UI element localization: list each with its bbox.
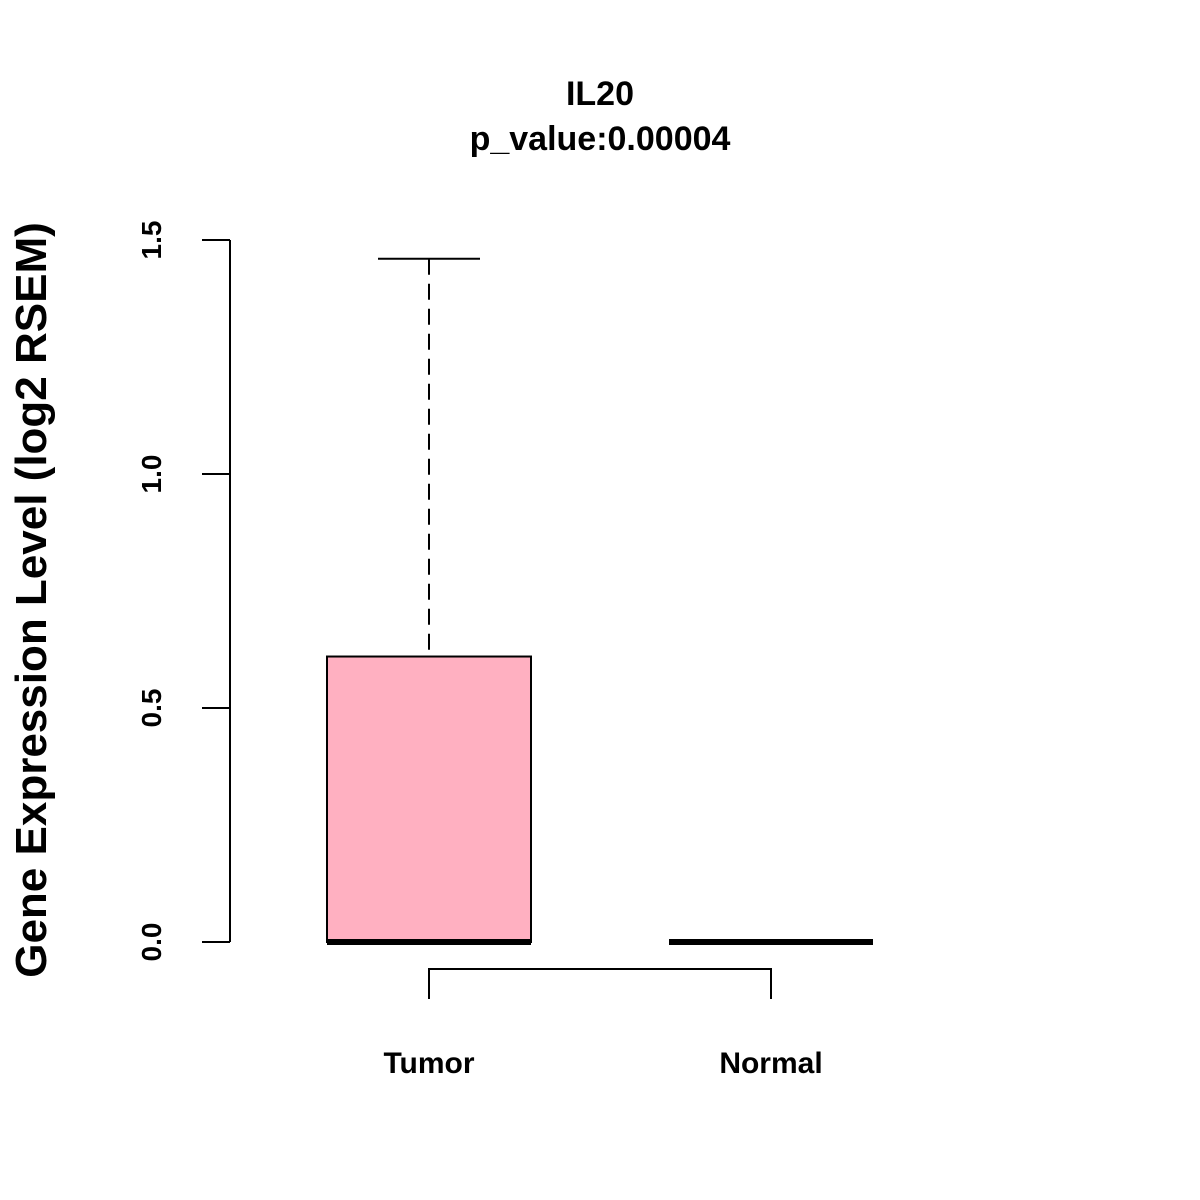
y-axis-label: Gene Expression Level (log2 RSEM) [7, 222, 56, 978]
boxes-group [326, 257, 873, 945]
y-tick-label-1: 0.5 [136, 689, 167, 728]
comparison-bracket [428, 968, 772, 999]
y-axis: 0.0 0.5 1.0 1.5 [136, 221, 231, 962]
y-tick-label-3: 1.5 [136, 221, 167, 260]
y-tick-label-0: 0.0 [136, 923, 167, 962]
x-label-tumor: Tumor [383, 1047, 474, 1080]
chart-subtitle: p_value:0.00004 [470, 120, 731, 158]
chart-title: IL20 [566, 75, 634, 113]
box-body [326, 655, 532, 944]
bracket-line [428, 968, 772, 999]
box-tumor [326, 257, 532, 945]
y-tick-label-2: 1.0 [136, 455, 167, 494]
x-axis-labels: Tumor Normal [383, 1047, 822, 1080]
x-label-normal: Normal [719, 1047, 822, 1080]
